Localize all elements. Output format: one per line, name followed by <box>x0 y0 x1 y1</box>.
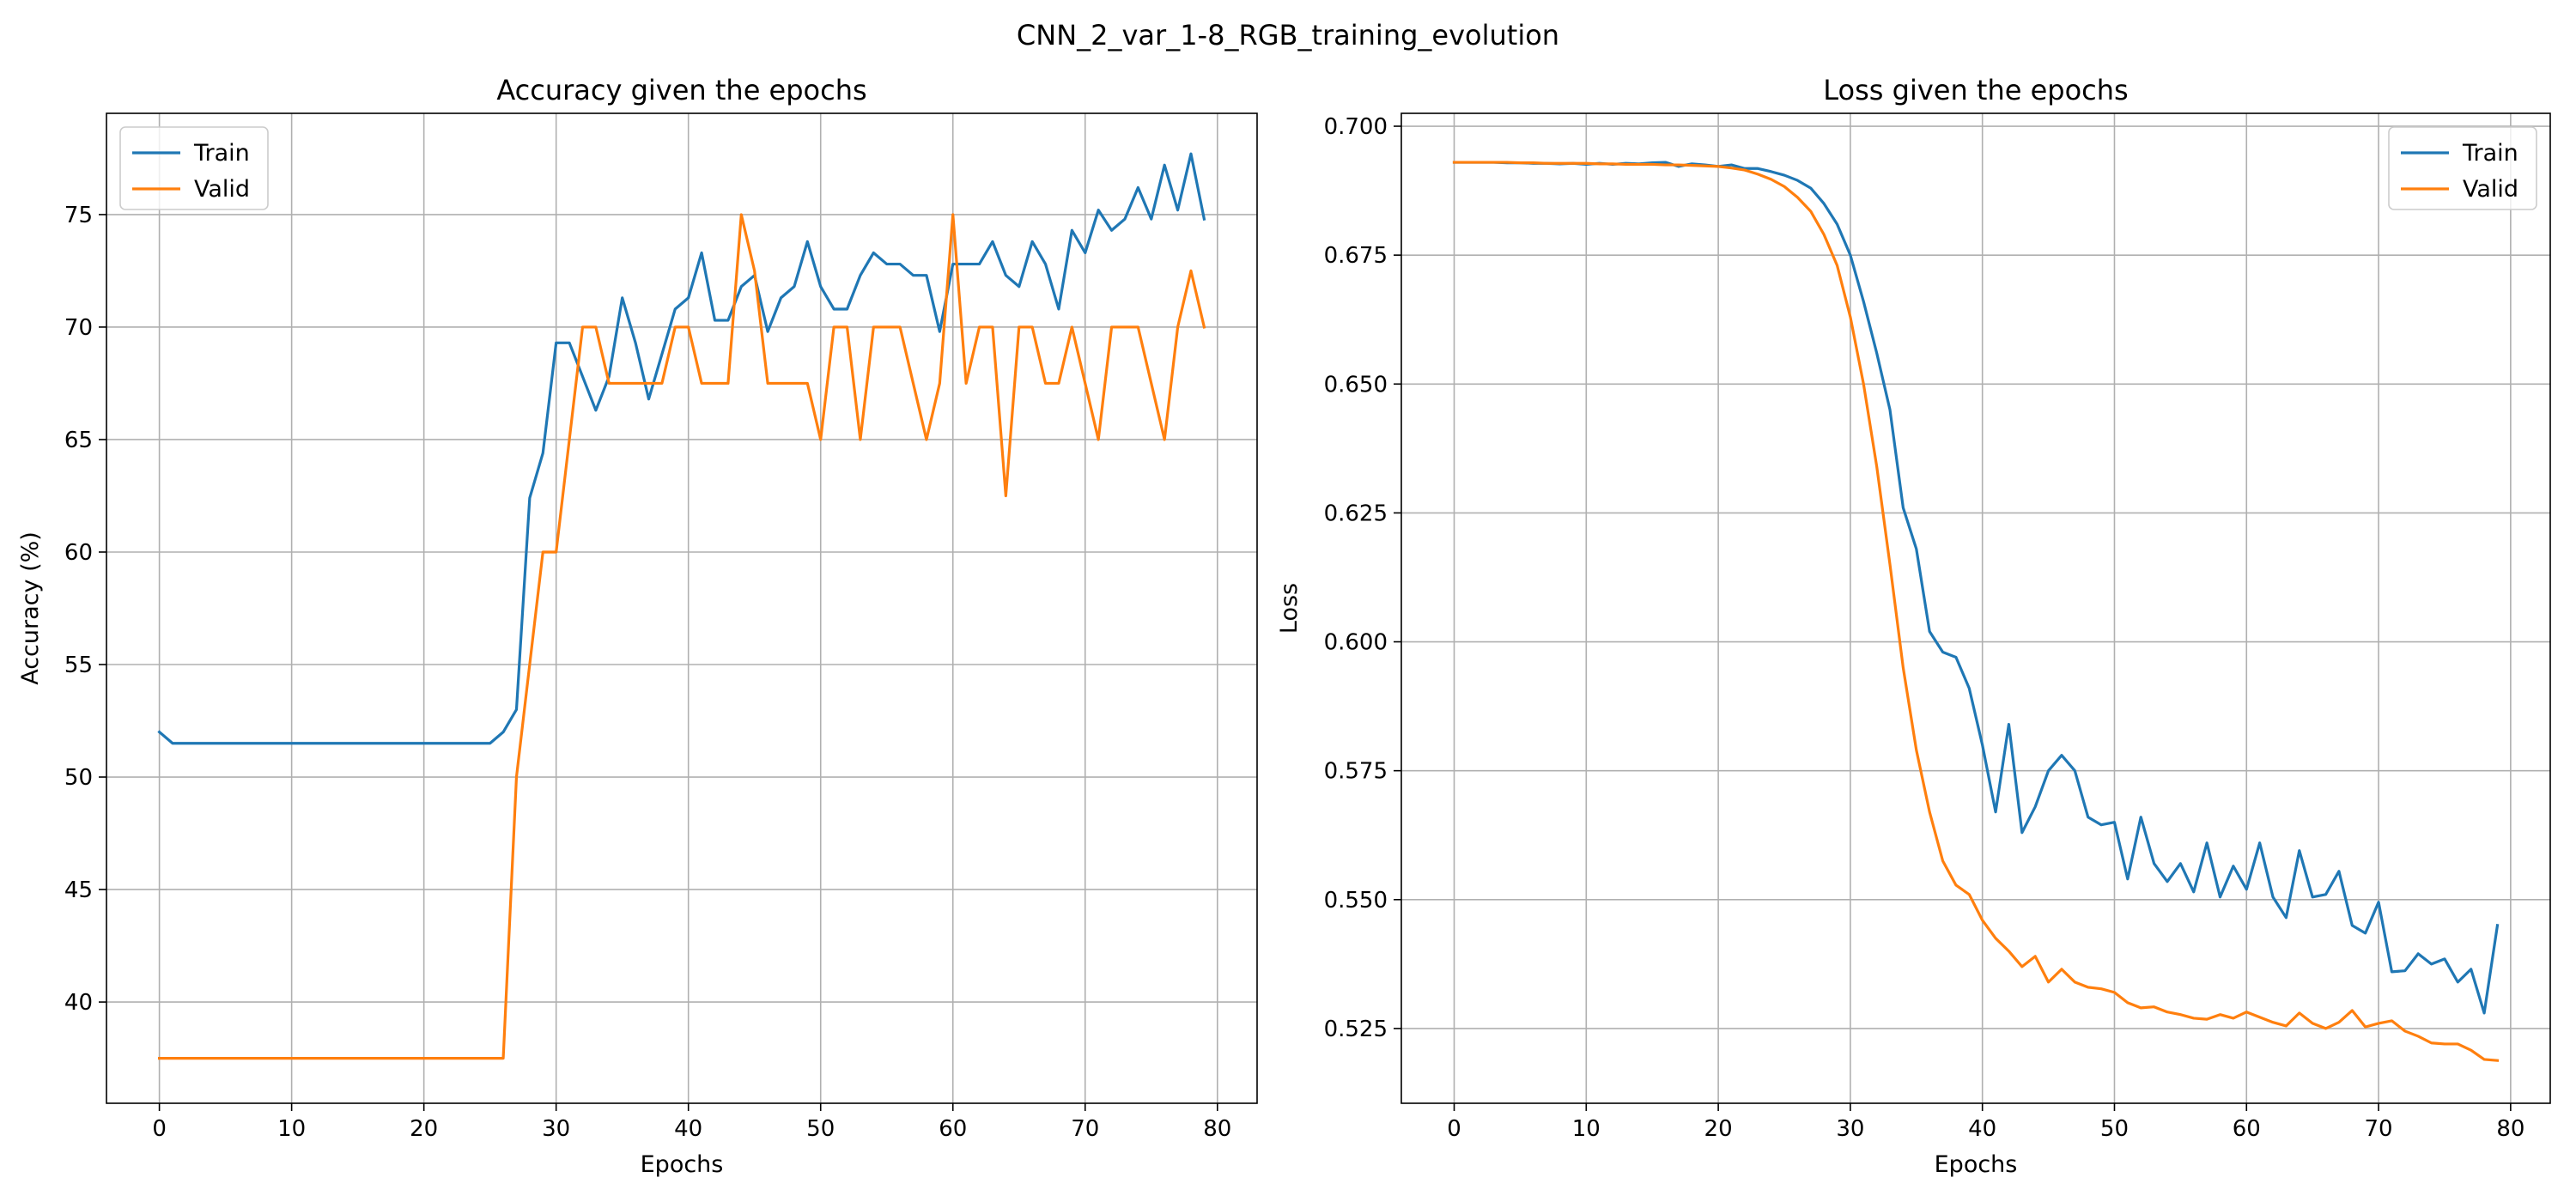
loss-y-tick-label: 0.575 <box>1324 759 1388 785</box>
accuracy-y-tick-label: 70 <box>64 315 93 341</box>
loss-plot-frame <box>1400 112 2551 1104</box>
loss-y-axis-label: Loss <box>1276 583 1303 634</box>
loss-x-tick-label: 50 <box>2100 1116 2129 1142</box>
accuracy-x-tick-label: 60 <box>939 1116 967 1142</box>
loss-chart-title: Loss given the epochs <box>1823 74 2128 106</box>
accuracy-legend: Train Valid <box>119 126 269 210</box>
accuracy-y-tick-label: 55 <box>64 653 93 678</box>
loss-x-tick-label: 60 <box>2233 1116 2261 1142</box>
loss-x-tick-label: 30 <box>1836 1116 1864 1142</box>
accuracy-y-axis-label: Accuracy (%) <box>17 531 44 685</box>
loss-x-tick-label: 20 <box>1704 1116 1733 1142</box>
loss-x-axis-label: Epochs <box>1935 1151 2018 1178</box>
accuracy-legend-label-train: Train <box>193 140 250 167</box>
accuracy-x-tick-label: 70 <box>1071 1116 1099 1142</box>
accuracy-x-axis-label: Epochs <box>641 1151 724 1178</box>
loss-x-tick-label: 40 <box>1968 1116 1996 1142</box>
loss-y-tick-label: 0.650 <box>1324 372 1388 398</box>
accuracy-x-tick-label: 30 <box>542 1116 570 1142</box>
loss-chart: 0 10 20 30 40 50 60 70 80 0.525 0.550 0.575 0.600 0.6… <box>1276 74 2551 1178</box>
accuracy-x-tick-label: 20 <box>410 1116 438 1142</box>
accuracy-x-tick-label: 50 <box>806 1116 835 1142</box>
accuracy-x-tick-label: 80 <box>1203 1116 1231 1142</box>
accuracy-series-train-line <box>157 152 1206 745</box>
loss-y-tick-label: 0.600 <box>1324 630 1388 656</box>
loss-x-tick-label: 10 <box>1572 1116 1601 1142</box>
accuracy-x-tick-label: 0 <box>152 1116 167 1142</box>
loss-y-tick-label: 0.525 <box>1324 1017 1388 1042</box>
accuracy-x-tick-label: 40 <box>674 1116 702 1142</box>
accuracy-chart: 0 10 20 30 40 50 60 70 80 40 45 50 55 60 65 70 75 Accurac… <box>17 74 1258 1178</box>
accuracy-y-tick-label: 45 <box>64 877 93 903</box>
loss-y-tick-label: 0.550 <box>1324 888 1388 914</box>
loss-x-tick-label: 70 <box>2365 1116 2393 1142</box>
accuracy-y-tick-label: 40 <box>64 990 93 1016</box>
loss-x-tick-label: 0 <box>1447 1116 1461 1142</box>
loss-legend-label-train: Train <box>2462 140 2518 167</box>
accuracy-legend-label-valid: Valid <box>194 176 250 203</box>
loss-legend: Train Valid <box>2388 126 2537 210</box>
loss-y-tick-label: 0.625 <box>1324 501 1388 526</box>
loss-x-tick-label: 80 <box>2496 1116 2524 1142</box>
accuracy-x-tick-label: 10 <box>277 1116 306 1142</box>
accuracy-chart-title: Accuracy given the epochs <box>496 74 866 106</box>
accuracy-y-tick-label: 75 <box>64 203 93 228</box>
loss-series-valid-line <box>1452 161 2500 1062</box>
accuracy-y-tick-label: 65 <box>64 428 93 453</box>
accuracy-plot-frame <box>106 112 1258 1104</box>
loss-legend-label-valid: Valid <box>2463 176 2518 203</box>
loss-y-tick-label: 0.675 <box>1324 243 1388 269</box>
figure-title: CNN_2_var_1-8_RGB_training_evolution <box>1017 19 1559 52</box>
loss-y-tick-label: 0.700 <box>1324 114 1388 140</box>
accuracy-y-tick-label: 60 <box>64 540 93 566</box>
accuracy-y-tick-label: 50 <box>64 765 93 791</box>
accuracy-series-valid-line <box>158 213 1206 1060</box>
